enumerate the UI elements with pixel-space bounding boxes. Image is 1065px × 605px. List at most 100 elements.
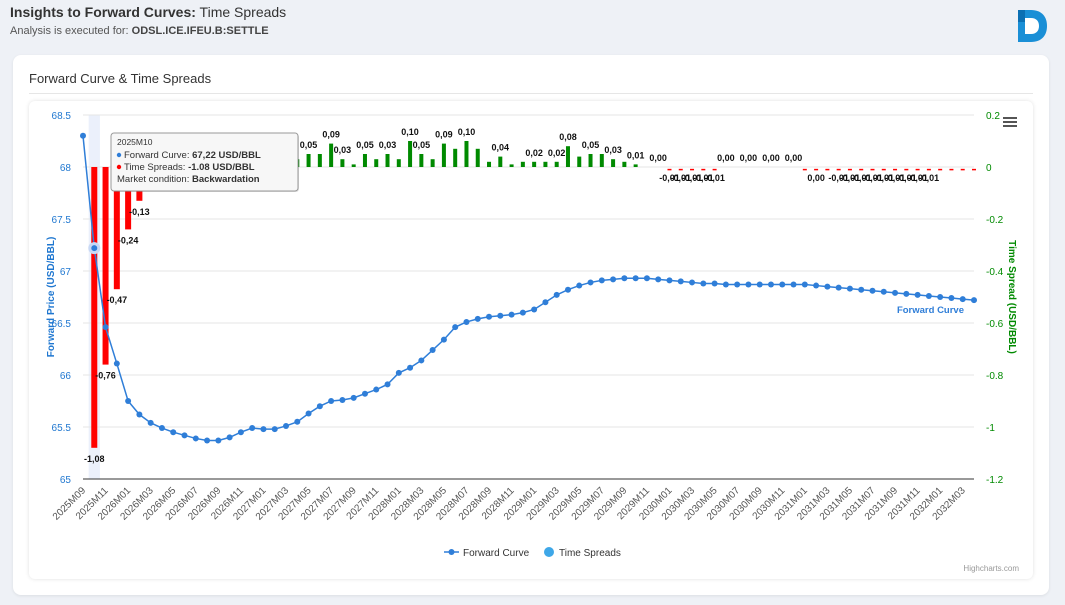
spread-bar[interactable] bbox=[453, 148, 458, 167]
forward-curve-point[interactable] bbox=[880, 288, 887, 295]
spread-bar[interactable] bbox=[441, 143, 446, 167]
forward-curve-point[interactable] bbox=[937, 294, 944, 300]
forward-curve-point[interactable] bbox=[113, 360, 120, 367]
spread-bar[interactable] bbox=[509, 164, 514, 167]
spread-bar[interactable] bbox=[543, 161, 548, 167]
forward-curve-point[interactable] bbox=[486, 313, 493, 320]
spread-bar[interactable] bbox=[102, 167, 109, 365]
credits-link[interactable]: Highcharts.com bbox=[963, 564, 1019, 573]
forward-curve-point[interactable] bbox=[249, 425, 256, 432]
spread-bar[interactable] bbox=[113, 167, 120, 290]
forward-curve-point[interactable] bbox=[959, 296, 966, 303]
forward-curve-point[interactable] bbox=[858, 286, 865, 293]
forward-curve-point[interactable] bbox=[88, 242, 101, 255]
forward-curve-point[interactable] bbox=[756, 281, 763, 288]
forward-curve-point[interactable] bbox=[598, 277, 605, 284]
forward-curve-point[interactable] bbox=[305, 410, 312, 417]
forward-curve-point[interactable] bbox=[350, 394, 357, 401]
forward-curve-point[interactable] bbox=[643, 275, 650, 282]
forward-curve-point[interactable] bbox=[948, 295, 955, 302]
forward-curve-point[interactable] bbox=[553, 291, 560, 298]
spread-bar[interactable] bbox=[306, 154, 311, 167]
forward-curve-point[interactable] bbox=[260, 426, 267, 433]
hamburger-icon[interactable] bbox=[1003, 117, 1017, 127]
forward-curve-point[interactable] bbox=[407, 364, 414, 371]
spread-bar[interactable] bbox=[419, 154, 424, 167]
spread-bar[interactable] bbox=[351, 164, 356, 167]
legend-item-spreads[interactable]: Time Spreads bbox=[559, 548, 621, 559]
forward-curve-point[interactable] bbox=[237, 429, 244, 436]
spread-bar[interactable] bbox=[532, 161, 537, 167]
forward-curve-point[interactable] bbox=[824, 283, 831, 290]
forward-curve-point[interactable] bbox=[621, 275, 628, 282]
forward-curve-point[interactable] bbox=[361, 390, 368, 397]
forward-curve-point[interactable] bbox=[632, 275, 639, 282]
forward-curve-point[interactable] bbox=[452, 324, 459, 331]
forward-curve-chart[interactable]: 65 65.5 66 66.5 67 67.5 68 68.5 -1.2 -1 -0.8 -0.6 -0… bbox=[29, 101, 1033, 579]
spread-bar[interactable] bbox=[125, 167, 132, 230]
forward-curve-point[interactable] bbox=[158, 425, 165, 432]
spread-bar[interactable] bbox=[385, 154, 390, 167]
forward-curve-point[interactable] bbox=[700, 280, 707, 287]
forward-curve-point[interactable] bbox=[835, 284, 842, 291]
forward-curve-point[interactable] bbox=[677, 278, 684, 285]
forward-curve-point[interactable] bbox=[531, 306, 538, 313]
forward-curve-point[interactable] bbox=[564, 286, 571, 293]
forward-curve-point[interactable] bbox=[395, 369, 402, 376]
forward-curve-point[interactable] bbox=[226, 434, 233, 441]
spread-bar[interactable] bbox=[329, 143, 334, 167]
forward-curve-point[interactable] bbox=[384, 381, 391, 388]
spread-bar[interactable] bbox=[520, 161, 525, 167]
spread-bar[interactable] bbox=[374, 159, 379, 167]
spread-bar[interactable] bbox=[91, 167, 98, 448]
spread-bar[interactable] bbox=[475, 148, 480, 167]
forward-curve-point[interactable] bbox=[869, 287, 876, 294]
spread-bar[interactable] bbox=[498, 156, 503, 167]
forward-curve-point[interactable] bbox=[892, 289, 899, 296]
forward-curve-point[interactable] bbox=[440, 336, 447, 343]
d-logo-icon[interactable] bbox=[1015, 8, 1049, 44]
forward-curve-point[interactable] bbox=[903, 290, 910, 297]
spread-bar[interactable] bbox=[317, 154, 322, 167]
forward-curve-point[interactable] bbox=[689, 279, 696, 286]
legend-item-forward[interactable]: Forward Curve bbox=[463, 548, 530, 559]
forward-curve-point[interactable] bbox=[519, 309, 526, 316]
forward-curve-point[interactable] bbox=[170, 429, 177, 436]
forward-curve-point[interactable] bbox=[80, 132, 86, 139]
forward-curve-point[interactable] bbox=[463, 318, 470, 325]
spread-bar[interactable] bbox=[464, 141, 469, 167]
forward-curve-point[interactable] bbox=[271, 426, 278, 433]
spread-bar[interactable] bbox=[362, 154, 367, 167]
forward-curve-point[interactable] bbox=[790, 281, 797, 288]
spread-bar[interactable] bbox=[599, 154, 604, 167]
forward-curve-point[interactable] bbox=[147, 419, 154, 426]
forward-curve-point[interactable] bbox=[102, 324, 109, 331]
forward-curve-point[interactable] bbox=[181, 432, 188, 439]
forward-curve-point[interactable] bbox=[813, 282, 820, 289]
forward-curve-point[interactable] bbox=[734, 281, 741, 288]
forward-curve-point[interactable] bbox=[474, 315, 481, 322]
spread-bar[interactable] bbox=[340, 159, 345, 167]
forward-curve-point[interactable] bbox=[316, 403, 323, 410]
spread-bar[interactable] bbox=[430, 159, 435, 167]
forward-curve-point[interactable] bbox=[925, 292, 932, 299]
spread-bar[interactable] bbox=[396, 159, 401, 167]
spread-bar[interactable] bbox=[554, 161, 559, 167]
forward-curve-point[interactable] bbox=[204, 437, 211, 444]
forward-curve-point[interactable] bbox=[971, 297, 977, 304]
forward-curve-point[interactable] bbox=[745, 281, 752, 288]
forward-curve-point[interactable] bbox=[542, 299, 549, 306]
spread-bar[interactable] bbox=[577, 156, 582, 167]
forward-curve-point[interactable] bbox=[328, 398, 335, 404]
forward-curve-point[interactable] bbox=[666, 277, 673, 284]
spread-bar[interactable] bbox=[622, 161, 627, 167]
forward-curve-point[interactable] bbox=[711, 280, 718, 287]
forward-curve-point[interactable] bbox=[846, 285, 853, 292]
spread-bar[interactable] bbox=[588, 154, 593, 167]
legend-marker-spreads[interactable] bbox=[544, 547, 554, 557]
spread-bar[interactable] bbox=[565, 146, 570, 167]
forward-curve-point[interactable] bbox=[767, 281, 774, 288]
forward-curve-point[interactable] bbox=[801, 281, 808, 288]
forward-curve-point[interactable] bbox=[283, 422, 290, 429]
spread-bar[interactable] bbox=[611, 159, 616, 167]
